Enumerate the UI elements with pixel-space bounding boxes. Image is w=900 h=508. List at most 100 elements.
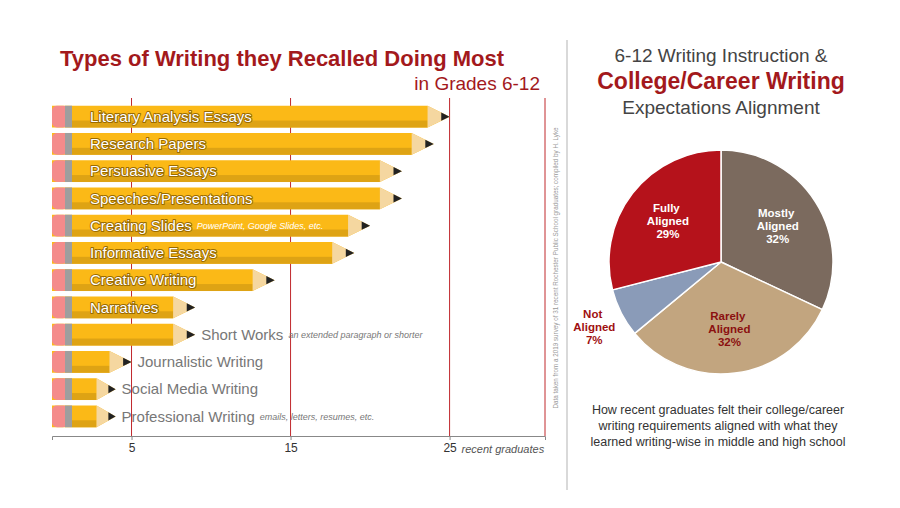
chart-title: 6-12 Writing Instruction & xyxy=(615,45,828,66)
pencil-lead xyxy=(108,385,115,393)
pencil-ferrule xyxy=(65,378,72,400)
pencil-ferrule xyxy=(65,187,72,209)
slice-category-label: Mostly Aligned xyxy=(757,207,799,232)
pencil-wood xyxy=(97,378,116,400)
category-note: emails, letters, resumes, etc. xyxy=(260,412,375,422)
pencil-ferrule xyxy=(65,242,72,264)
slice-value-label: 32% xyxy=(718,336,741,348)
pencil-wood xyxy=(173,324,195,346)
category-label: Speeches/Presentations xyxy=(90,190,253,207)
pencil-lead xyxy=(425,140,433,148)
x-tick: 15 xyxy=(284,436,298,455)
pencil xyxy=(52,296,195,318)
pencil xyxy=(52,269,275,291)
pencil-lead xyxy=(394,167,402,175)
category-label: Professional Writing xyxy=(122,408,255,425)
pencil-lead xyxy=(441,112,449,120)
pencil-ferrule xyxy=(65,405,72,427)
grid-line xyxy=(449,98,450,436)
category-label: Journalistic Writing xyxy=(138,353,264,370)
slice-category-label: Fully Aligned xyxy=(647,202,689,227)
bar xyxy=(52,133,434,155)
pencil-ferrule xyxy=(65,324,72,346)
category-label: Informative Essays xyxy=(90,244,217,261)
bar xyxy=(52,405,116,427)
plot-frame xyxy=(545,98,546,436)
chart-root: Types of Writing they Recalled Doing Mos… xyxy=(0,0,900,508)
pencil xyxy=(52,160,402,182)
x-axis-line xyxy=(53,437,546,441)
category-labels: Literary Analysis EssaysResearch PapersP… xyxy=(90,108,283,425)
source-note: Data taken from a 2019 survey of 31 rece… xyxy=(552,127,560,409)
pencil xyxy=(52,351,132,373)
x-tick-label: 15 xyxy=(284,441,298,455)
slice-value-label: 7% xyxy=(586,334,603,346)
pencil-ferrule xyxy=(65,106,72,128)
pencil-wood xyxy=(412,133,434,155)
caption: writing requirements aligned with what t… xyxy=(597,419,838,433)
pencil xyxy=(52,133,434,155)
pencil-ferrule xyxy=(65,351,72,373)
x-tick-mark xyxy=(450,436,451,440)
category-label: Social Media Writing xyxy=(122,380,258,397)
pencil-stripe xyxy=(72,339,173,346)
pencil-ferrule xyxy=(65,269,72,291)
bar-chart: Types of Writing they Recalled Doing Mos… xyxy=(52,46,560,455)
bar xyxy=(52,187,402,209)
slice-labels: Mostly Aligned32%Rarely Aligned32%Not Al… xyxy=(573,202,799,348)
slices xyxy=(609,150,833,374)
pencil-ferrule xyxy=(65,133,72,155)
pencil xyxy=(52,187,402,209)
pencil-wood xyxy=(348,215,370,237)
pencil-wood xyxy=(253,269,275,291)
pencil xyxy=(52,215,370,237)
pencil-lead xyxy=(266,276,274,284)
pencil-ferrule xyxy=(65,160,72,182)
pencil xyxy=(52,106,450,128)
pencil-wood xyxy=(380,160,402,182)
bar xyxy=(52,324,195,346)
bar xyxy=(52,351,132,373)
pencil xyxy=(52,324,195,346)
pencil-wood xyxy=(97,405,116,427)
x-tick-label: 5 xyxy=(129,441,136,455)
category-label: Creative Writing xyxy=(90,271,196,288)
pencil-stripe xyxy=(72,420,97,427)
pencil-wood xyxy=(173,296,195,318)
pencil-wood xyxy=(428,106,450,128)
x-tick-mark xyxy=(291,436,292,440)
slice-category-label: Rarely Aligned xyxy=(708,310,750,335)
pencil-wood xyxy=(110,351,132,373)
pencil-lead xyxy=(394,194,402,202)
pencil xyxy=(52,242,354,264)
pencil xyxy=(52,378,116,400)
category-label: Short Works xyxy=(201,326,283,343)
x-tick-mark xyxy=(132,436,133,440)
pencil-wood xyxy=(332,242,354,264)
caption: learned writing-wise in middle and high … xyxy=(591,435,846,449)
pencil-lead xyxy=(187,303,195,311)
pencil-stripe xyxy=(72,366,110,373)
x-axis: 5 15 25 xyxy=(53,436,546,455)
bar xyxy=(52,215,370,237)
bar xyxy=(52,378,116,400)
pencil-lead xyxy=(123,358,131,366)
category-label: Research Papers xyxy=(90,135,206,152)
bar xyxy=(52,269,275,291)
pencil-wood xyxy=(380,187,402,209)
category-note: an extended paragraph or shorter xyxy=(288,330,423,340)
pencil-ferrule xyxy=(65,215,72,237)
x-tick-label: 25 xyxy=(443,441,457,455)
category-label: Narratives xyxy=(90,299,158,316)
pencil-lead xyxy=(187,330,195,338)
caption: How recent graduates felt their college/… xyxy=(592,403,844,417)
category-label: Creating Slides xyxy=(90,217,192,234)
chart-title: College/Career Writing xyxy=(597,68,845,94)
slice-category-label: Not Aligned xyxy=(573,308,615,333)
pencil-lead xyxy=(108,412,115,420)
category-label: Persuasive Essays xyxy=(90,162,217,179)
slice-value-label: 29% xyxy=(656,228,679,240)
x-axis-title: recent graduates xyxy=(462,443,545,455)
x-tick: 25 xyxy=(443,436,457,455)
pencil-lead xyxy=(362,221,370,229)
